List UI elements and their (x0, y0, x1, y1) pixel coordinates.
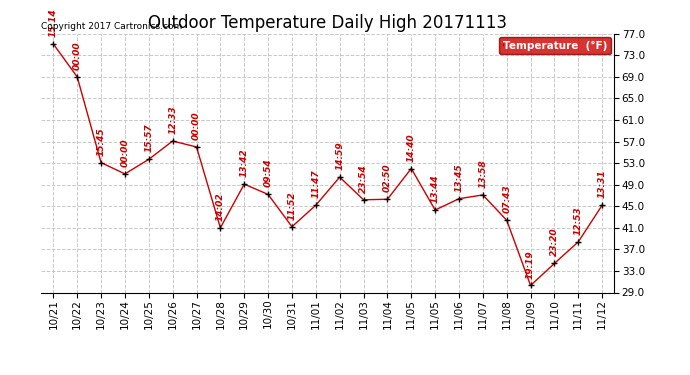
Text: 14:02: 14:02 (216, 192, 225, 221)
Text: 02:50: 02:50 (383, 164, 392, 192)
Text: 15:14: 15:14 (49, 8, 58, 37)
Legend: Temperature  (°F): Temperature (°F) (500, 37, 611, 54)
Text: 13:42: 13:42 (239, 148, 248, 177)
Text: 15:57: 15:57 (144, 124, 153, 152)
Text: 00:00: 00:00 (121, 138, 130, 167)
Text: 12:33: 12:33 (168, 105, 177, 134)
Text: 15:45: 15:45 (97, 127, 106, 156)
Text: 09:54: 09:54 (264, 159, 273, 188)
Text: 23:20: 23:20 (550, 228, 559, 256)
Text: 12:53: 12:53 (574, 206, 583, 235)
Text: 14:40: 14:40 (407, 133, 416, 162)
Text: 11:47: 11:47 (311, 170, 320, 198)
Text: 13:58: 13:58 (478, 159, 487, 188)
Text: 14:59: 14:59 (335, 142, 344, 170)
Text: 13:45: 13:45 (455, 163, 464, 192)
Text: 07:43: 07:43 (502, 185, 511, 213)
Title: Outdoor Temperature Daily High 20171113: Outdoor Temperature Daily High 20171113 (148, 14, 507, 32)
Text: 11:52: 11:52 (288, 191, 297, 220)
Text: 19:19: 19:19 (526, 250, 535, 279)
Text: 23:54: 23:54 (359, 164, 368, 193)
Text: 00:00: 00:00 (192, 111, 201, 140)
Text: 00:00: 00:00 (72, 41, 81, 70)
Text: 13:44: 13:44 (431, 174, 440, 203)
Text: Copyright 2017 Cartronics.com: Copyright 2017 Cartronics.com (41, 22, 183, 31)
Text: 13:31: 13:31 (598, 170, 607, 198)
